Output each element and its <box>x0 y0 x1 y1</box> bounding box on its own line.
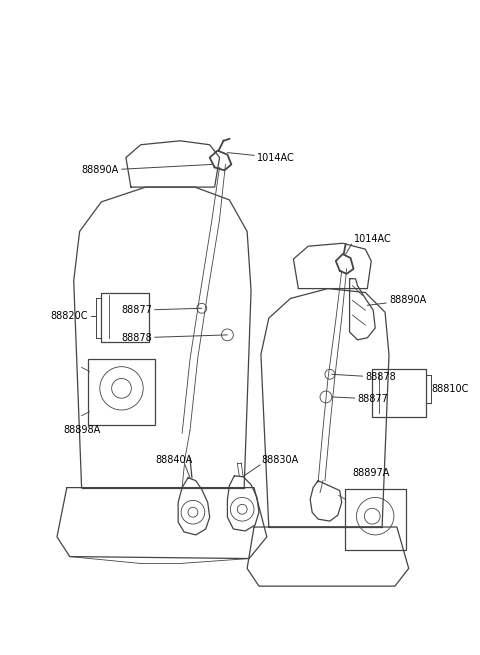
Text: 88877: 88877 <box>332 394 388 404</box>
Text: 88890A: 88890A <box>367 295 426 305</box>
Text: 88830A: 88830A <box>261 455 298 465</box>
Text: 1014AC: 1014AC <box>354 234 391 244</box>
Text: 1014AC: 1014AC <box>228 153 295 162</box>
Text: 88878: 88878 <box>332 372 396 383</box>
FancyBboxPatch shape <box>88 358 155 424</box>
Text: 88897A: 88897A <box>352 468 390 478</box>
FancyBboxPatch shape <box>345 489 406 550</box>
Text: 88877: 88877 <box>121 305 202 315</box>
Text: 88890A: 88890A <box>82 164 212 176</box>
Text: 88820C: 88820C <box>50 311 87 321</box>
Text: 88810C: 88810C <box>432 384 469 394</box>
Text: 88898A: 88898A <box>64 426 101 436</box>
Text: 88878: 88878 <box>121 333 228 343</box>
Text: 88840A: 88840A <box>156 455 193 465</box>
